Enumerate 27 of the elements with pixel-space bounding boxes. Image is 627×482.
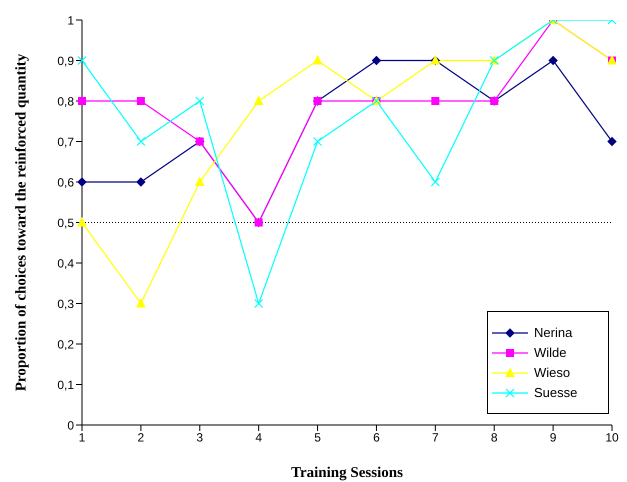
x-tick-label: 9 [550, 430, 557, 445]
legend-label: Wieso [534, 365, 570, 380]
legend-label: Suesse [534, 385, 578, 400]
x-tick-label: 1 [78, 430, 86, 445]
x-tick-label: 2 [138, 430, 145, 445]
y-tick-label: 0,3 [57, 296, 74, 311]
y-tick-label: 0,1 [57, 378, 74, 392]
y-tick-label: 0,2 [57, 337, 74, 352]
y-tick-label: 0,4 [57, 256, 74, 270]
x-tick-label: 10 [605, 430, 619, 445]
x-tick-label: 3 [196, 430, 204, 445]
x-tick-label: 8 [490, 430, 498, 445]
x-tick-label: 4 [255, 430, 262, 445]
y-axis-title: Proportion of choices toward the reinforced quantity [13, 53, 30, 392]
x-tick-label: 5 [314, 430, 322, 445]
legend-label: Wilde [534, 345, 567, 360]
legend-label: Nerina [534, 325, 572, 340]
x-tick-label: 6 [373, 430, 380, 445]
y-tick-label: 0,6 [57, 175, 74, 190]
y-tick-label: 0,7 [57, 134, 74, 149]
y-tick-label: 0 [67, 418, 74, 432]
y-tick-label: 0,5 [57, 216, 74, 230]
x-axis-title: Training Sessions [291, 465, 404, 481]
y-tick-label: 0,8 [57, 94, 74, 108]
x-tick-label: 7 [432, 430, 439, 445]
y-tick-label: 1 [67, 13, 74, 28]
y-tick-label: 0,9 [57, 54, 74, 68]
